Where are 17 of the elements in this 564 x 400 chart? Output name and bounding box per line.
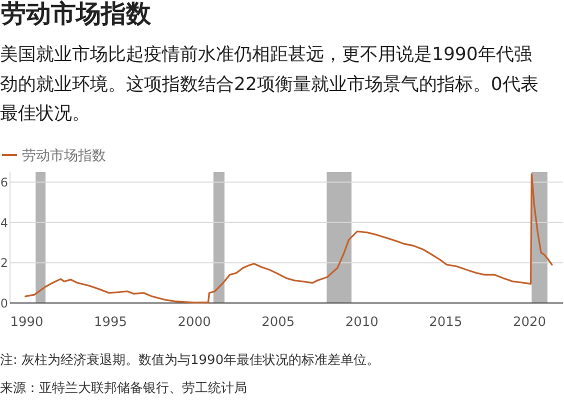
x-tick-label: 1990 [10, 315, 44, 330]
x-tick-label: 2005 [262, 315, 295, 330]
x-tick-label: 2000 [178, 315, 211, 330]
annotation: 来源：亚特兰大联邦储备银行、劳工统计局 [0, 380, 247, 398]
x-tick-label: 1995 [94, 315, 128, 330]
subtitle: 美国就业市场比起疫情前水准仍相距甚远，更不用说是1990年代强劲的就业环境。这项指数结合22项衡量就业市场景气的指标。0代表最佳状况。 [0, 43, 540, 126]
title: 劳动市场指数 [1, 0, 151, 28]
legend: 劳动市场指数 [2, 148, 106, 164]
y-tick-label: 2 [0, 256, 8, 270]
x-tick-label: 2015 [429, 315, 462, 330]
x-tick-label: 2020 [512, 315, 546, 330]
y-tick-label: 0 [0, 296, 8, 310]
y-tick-label: 6 [0, 176, 8, 190]
annotation: 注: 灰柱为经济衰退期。数值为与1990年最佳状况的标准差单位。 [0, 352, 380, 370]
x-tick-label: 2010 [345, 315, 378, 330]
legend-label: 劳动市场指数 [22, 148, 106, 164]
y-tick-label: 4 [0, 216, 8, 230]
